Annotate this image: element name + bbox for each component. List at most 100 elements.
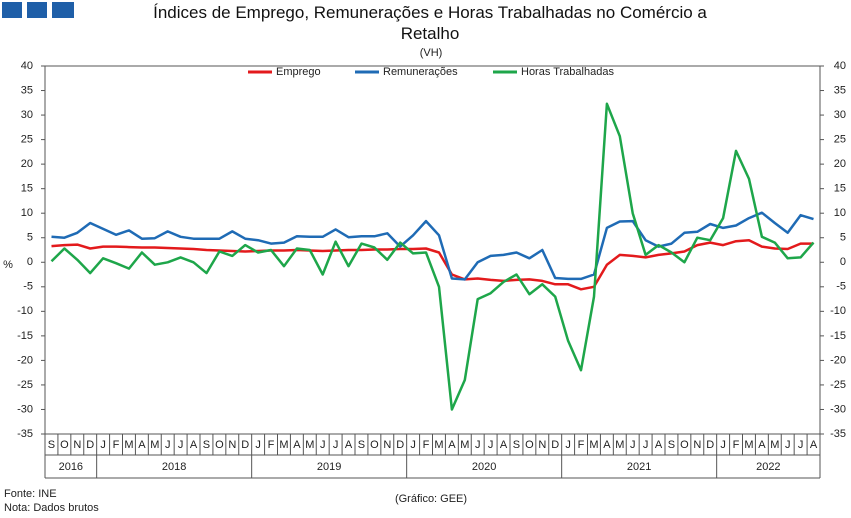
x-tick-label: F: [733, 439, 740, 451]
x-tick-label: J: [100, 439, 106, 451]
x-tick-label: S: [668, 439, 675, 451]
x-tick-label: A: [190, 439, 198, 451]
x-tick-label: M: [305, 439, 314, 451]
y2-tick-label: 20: [834, 158, 846, 170]
y2-tick-label: -30: [830, 403, 846, 415]
x-tick-label: S: [48, 439, 55, 451]
x-tick-label: M: [279, 439, 288, 451]
x-tick-label: D: [396, 439, 404, 451]
x-tick-label: J: [488, 439, 494, 451]
x-tick-label: J: [475, 439, 481, 451]
year-label: 2020: [472, 461, 496, 473]
y-axis-label: %: [3, 259, 13, 271]
y-tick-label: -35: [17, 428, 33, 440]
logo-block: [2, 2, 22, 18]
x-tick-label: J: [333, 439, 339, 451]
subtitle: (VH): [420, 47, 443, 59]
x-tick-label: D: [86, 439, 94, 451]
y-tick-label: -20: [17, 354, 33, 366]
x-tick-label: J: [798, 439, 804, 451]
logo-block: [52, 2, 74, 18]
x-tick-label: A: [603, 439, 611, 451]
x-tick-label: N: [538, 439, 546, 451]
x-tick-label: M: [615, 439, 624, 451]
y2-tick-label: 40: [834, 60, 846, 72]
legend-label: Emprego: [276, 66, 321, 78]
y-tick-label: 10: [21, 207, 33, 219]
y2-tick-label: -15: [830, 330, 846, 342]
x-tick-label: F: [578, 439, 585, 451]
y2-tick-label: 25: [834, 134, 846, 146]
y-tick-label: -25: [17, 379, 33, 391]
x-tick-label: N: [73, 439, 81, 451]
x-tick-label: J: [410, 439, 416, 451]
x-tick-label: D: [706, 439, 714, 451]
x-tick-label: A: [138, 439, 146, 451]
y2-tick-label: -5: [836, 281, 846, 293]
y-tick-label: 35: [21, 84, 33, 96]
x-tick-label: J: [785, 439, 791, 451]
x-tick-label: A: [655, 439, 663, 451]
y-tick-label: 40: [21, 60, 33, 72]
x-tick-label: O: [680, 439, 689, 451]
x-tick-label: A: [758, 439, 766, 451]
year-label: 2016: [59, 461, 83, 473]
x-tick-label: M: [589, 439, 598, 451]
y2-tick-label: 35: [834, 84, 846, 96]
x-tick-label: O: [60, 439, 69, 451]
year-label: 2022: [756, 461, 780, 473]
x-tick-label: M: [434, 439, 443, 451]
legend-label: Remunerações: [383, 66, 458, 78]
x-tick-label: J: [720, 439, 726, 451]
x-tick-label: N: [228, 439, 236, 451]
x-tick-label: O: [525, 439, 534, 451]
x-tick-label: S: [358, 439, 365, 451]
x-tick-label: A: [293, 439, 301, 451]
line-series: [50, 102, 815, 411]
y2-tick-label: -10: [830, 305, 846, 317]
chart-title: Índices de Emprego, Remunerações e Horas…: [153, 3, 707, 43]
x-tick-label: O: [370, 439, 379, 451]
line-series: [51, 211, 814, 281]
x-tick-label: M: [744, 439, 753, 451]
y-tick-label: -10: [17, 305, 33, 317]
y-tick-label: 20: [21, 158, 33, 170]
x-tick-label: A: [448, 439, 456, 451]
x-tick-label: J: [178, 439, 184, 451]
y-tick-label: -15: [17, 330, 33, 342]
y2-tick-label: 5: [840, 232, 846, 244]
y2-tick-label: -25: [830, 379, 846, 391]
year-label: 2018: [162, 461, 186, 473]
x-tick-label: M: [124, 439, 133, 451]
y-tick-label: 15: [21, 183, 33, 195]
x-tick-label: M: [770, 439, 779, 451]
year-label: 2019: [317, 461, 341, 473]
x-tick-label: J: [320, 439, 326, 451]
x-tick-label: A: [810, 439, 818, 451]
credit: (Gráfico: GEE): [395, 493, 467, 505]
x-tick-label: N: [383, 439, 391, 451]
y2-tick-label: 30: [834, 109, 846, 121]
y-tick-label: -5: [23, 281, 33, 293]
year-label: 2021: [627, 461, 651, 473]
x-tick-label: J: [643, 439, 649, 451]
x-tick-label: D: [241, 439, 249, 451]
y2-tick-label: 0: [840, 256, 846, 268]
x-tick-label: M: [460, 439, 469, 451]
x-tick-label: F: [423, 439, 430, 451]
legend-label: Horas Trabalhadas: [521, 66, 614, 78]
y-tick-label: -30: [17, 403, 33, 415]
note: Nota: Dados brutos: [4, 502, 99, 514]
source: Fonte: INE: [4, 488, 57, 500]
x-tick-label: A: [345, 439, 353, 451]
x-tick-label: A: [500, 439, 508, 451]
x-tick-label: J: [565, 439, 571, 451]
y-tick-label: 25: [21, 134, 33, 146]
x-tick-label: M: [150, 439, 159, 451]
logo-block: [27, 2, 47, 18]
x-tick-label: N: [693, 439, 701, 451]
x-tick-label: J: [630, 439, 636, 451]
x-tick-label: J: [255, 439, 261, 451]
